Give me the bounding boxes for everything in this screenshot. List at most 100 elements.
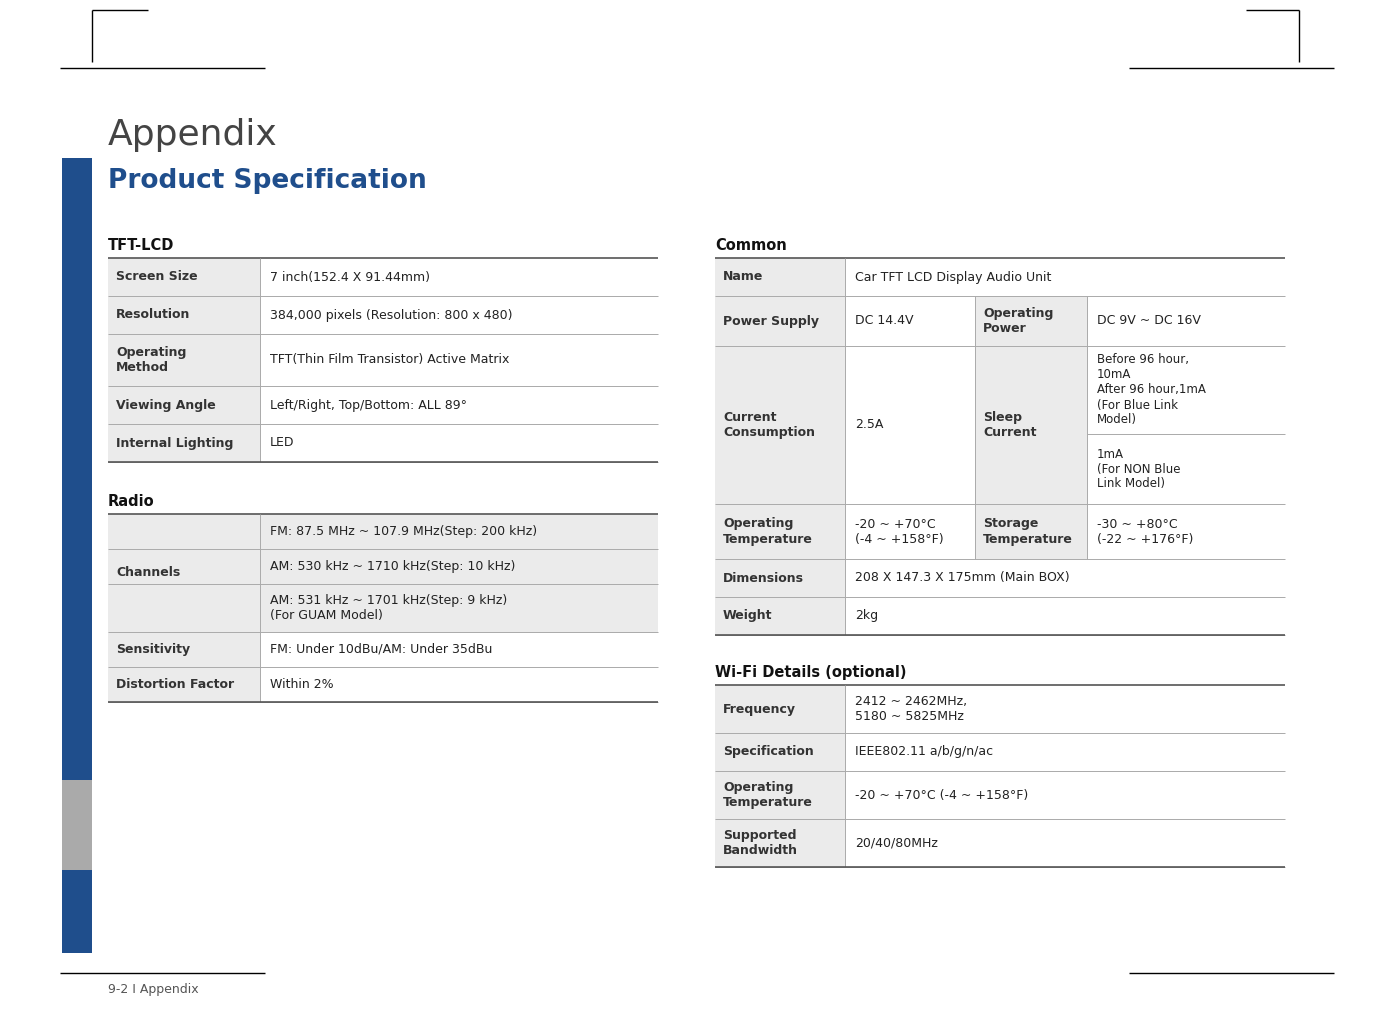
Bar	[845, 597, 1285, 635]
Text: 1mA
(For NON Blue
Link Model): 1mA (For NON Blue Link Model)	[1097, 447, 1181, 490]
Bar	[1087, 346, 1285, 434]
Text: 384,000 pixels (Resolution: 800 x 480): 384,000 pixels (Resolution: 800 x 480)	[270, 308, 513, 322]
Bar	[107, 632, 261, 667]
Bar	[261, 386, 658, 424]
Text: DC 9V ~ DC 16V: DC 9V ~ DC 16V	[1097, 315, 1200, 328]
Bar	[261, 549, 658, 584]
Bar	[107, 296, 261, 334]
Bar	[845, 504, 974, 559]
Text: Operating
Power: Operating Power	[983, 307, 1054, 335]
Bar	[261, 632, 658, 667]
Text: Distortion Factor: Distortion Factor	[116, 678, 234, 691]
Text: -20 ~ +70°C (-4 ~ +158°F): -20 ~ +70°C (-4 ~ +158°F)	[855, 788, 1029, 802]
Bar	[61, 780, 92, 870]
Text: FM: 87.5 MHz ~ 107.9 MHz(Step: 200 kHz): FM: 87.5 MHz ~ 107.9 MHz(Step: 200 kHz)	[270, 525, 537, 538]
Text: Viewing Angle: Viewing Angle	[116, 399, 216, 411]
Text: Radio: Radio	[107, 494, 155, 509]
Bar	[715, 504, 845, 559]
Bar	[1087, 504, 1285, 559]
Text: Current
Consumption: Current Consumption	[723, 411, 815, 439]
Bar	[261, 667, 658, 702]
Bar	[261, 584, 658, 632]
Bar	[107, 334, 261, 386]
Bar	[715, 733, 845, 771]
Bar	[715, 346, 845, 504]
Text: Supported
Bandwidth: Supported Bandwidth	[723, 829, 797, 857]
Bar	[845, 819, 1285, 867]
Bar	[715, 296, 845, 346]
Text: LED: LED	[270, 437, 294, 449]
Bar	[715, 559, 845, 597]
Bar	[1087, 296, 1285, 346]
Text: Within 2%: Within 2%	[270, 678, 333, 691]
Text: 2.5A: 2.5A	[855, 418, 884, 432]
Text: Common: Common	[715, 238, 786, 253]
Text: Operating
Method: Operating Method	[116, 346, 187, 374]
Text: Power Supply: Power Supply	[723, 315, 820, 328]
Text: Specification: Specification	[723, 745, 814, 759]
Text: TFT-LCD: TFT-LCD	[107, 238, 174, 253]
Text: Operating
Temperature: Operating Temperature	[723, 781, 813, 809]
Text: FM: Under 10dBu/AM: Under 35dBu: FM: Under 10dBu/AM: Under 35dBu	[270, 642, 492, 656]
Text: 2412 ~ 2462MHz,
5180 ~ 5825MHz: 2412 ~ 2462MHz, 5180 ~ 5825MHz	[855, 695, 967, 723]
Text: Name: Name	[723, 270, 764, 284]
Bar	[261, 296, 658, 334]
Bar	[1087, 434, 1285, 504]
Text: Screen Size: Screen Size	[116, 270, 198, 284]
Bar	[107, 424, 261, 462]
Text: Resolution: Resolution	[116, 308, 191, 322]
Bar	[715, 771, 845, 819]
Bar	[845, 258, 1285, 296]
Bar	[845, 771, 1285, 819]
Text: 20/40/80MHz: 20/40/80MHz	[855, 837, 938, 849]
Text: Channels: Channels	[116, 566, 180, 580]
Bar	[974, 504, 1087, 559]
Bar	[715, 819, 845, 867]
Text: 2kg: 2kg	[855, 610, 878, 623]
Text: Product Specification: Product Specification	[107, 168, 427, 194]
Bar	[107, 386, 261, 424]
Text: -30 ~ +80°C
(-22 ~ +176°F): -30 ~ +80°C (-22 ~ +176°F)	[1097, 517, 1193, 546]
Text: AM: 531 kHz ~ 1701 kHz(Step: 9 kHz)
(For GUAM Model): AM: 531 kHz ~ 1701 kHz(Step: 9 kHz) (For…	[270, 594, 507, 622]
Bar	[845, 685, 1285, 733]
Text: Wi-Fi Details (optional): Wi-Fi Details (optional)	[715, 665, 906, 680]
Bar	[261, 424, 658, 462]
Bar	[845, 733, 1285, 771]
Text: Internal Lighting: Internal Lighting	[116, 437, 233, 449]
Bar	[845, 296, 974, 346]
Bar	[261, 258, 658, 296]
Text: Storage
Temperature: Storage Temperature	[983, 517, 1073, 546]
Text: TFT(Thin Film Transistor) Active Matrix: TFT(Thin Film Transistor) Active Matrix	[270, 354, 509, 367]
Bar	[974, 346, 1087, 504]
Bar	[107, 514, 261, 632]
Text: AM: 530 kHz ~ 1710 kHz(Step: 10 kHz): AM: 530 kHz ~ 1710 kHz(Step: 10 kHz)	[270, 560, 516, 573]
Bar	[845, 559, 1285, 597]
Bar	[845, 346, 974, 504]
Text: 7 inch(152.4 X 91.44mm): 7 inch(152.4 X 91.44mm)	[270, 270, 429, 284]
Bar	[61, 870, 92, 953]
Text: Operating
Temperature: Operating Temperature	[723, 517, 813, 546]
Bar	[974, 296, 1087, 346]
Text: Before 96 hour,
10mA
After 96 hour,1mA
(For Blue Link
Model): Before 96 hour, 10mA After 96 hour,1mA (…	[1097, 354, 1206, 427]
Bar	[107, 258, 261, 296]
Text: Weight: Weight	[723, 610, 772, 623]
Text: IEEE802.11 a/b/g/n/ac: IEEE802.11 a/b/g/n/ac	[855, 745, 993, 759]
Text: -20 ~ +70°C
(-4 ~ +158°F): -20 ~ +70°C (-4 ~ +158°F)	[855, 517, 944, 546]
Text: Appendix: Appendix	[107, 118, 277, 152]
Text: Frequency: Frequency	[723, 702, 796, 715]
Bar	[107, 667, 261, 702]
Text: Sleep
Current: Sleep Current	[983, 411, 1037, 439]
Text: DC 14.4V: DC 14.4V	[855, 315, 913, 328]
Text: 9-2 I Appendix: 9-2 I Appendix	[107, 984, 198, 996]
Text: Car TFT LCD Display Audio Unit: Car TFT LCD Display Audio Unit	[855, 270, 1051, 284]
Bar	[715, 597, 845, 635]
Text: Dimensions: Dimensions	[723, 572, 804, 585]
Bar	[61, 158, 92, 780]
Bar	[715, 258, 845, 296]
Bar	[261, 334, 658, 386]
Text: Sensitivity: Sensitivity	[116, 642, 190, 656]
Text: Left/Right, Top/Bottom: ALL 89°: Left/Right, Top/Bottom: ALL 89°	[270, 399, 467, 411]
Bar	[261, 514, 658, 549]
Text: 208 X 147.3 X 175mm (Main BOX): 208 X 147.3 X 175mm (Main BOX)	[855, 572, 1069, 585]
Bar	[715, 685, 845, 733]
